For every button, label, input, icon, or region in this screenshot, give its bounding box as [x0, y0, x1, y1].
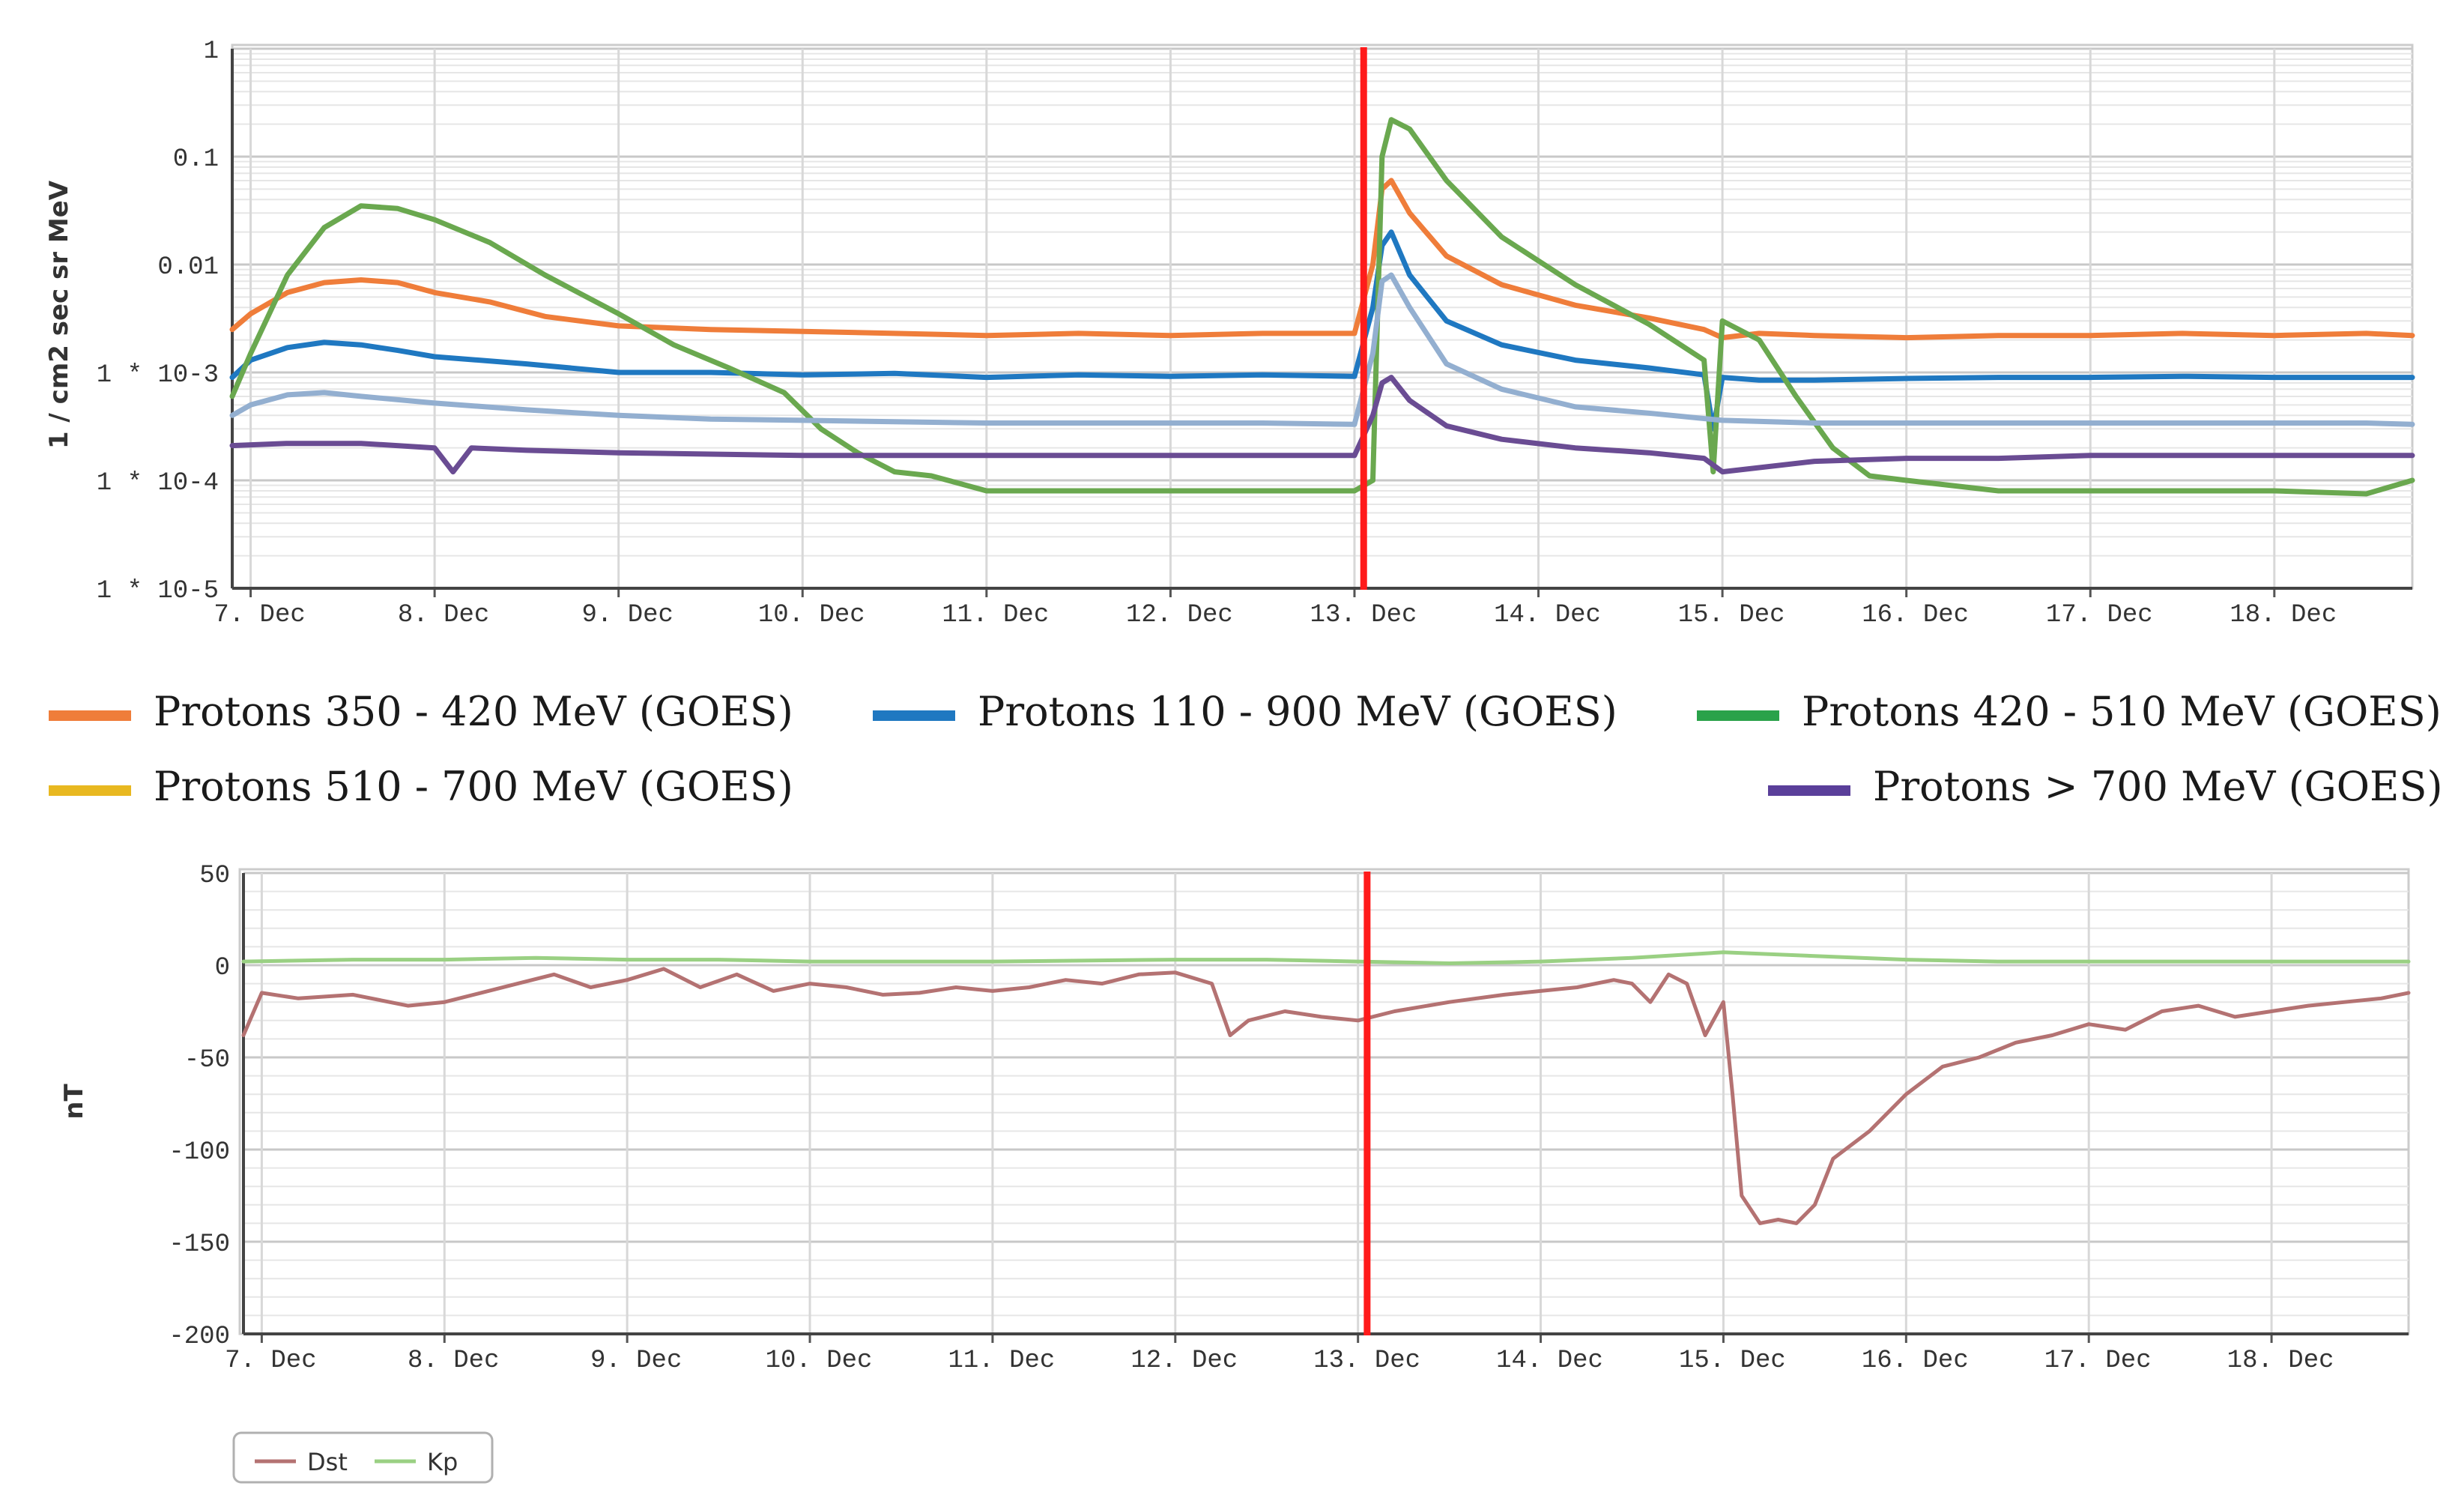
- x-tick-label: 15. Dec: [1679, 1347, 1786, 1375]
- bottom-grid: [242, 872, 2409, 1343]
- y-tick-label: 0: [215, 954, 230, 982]
- x-tick-label: 11. Dec: [948, 1347, 1056, 1375]
- x-tick-label: 11. Dec: [942, 601, 1049, 629]
- x-tick-label: 13. Dec: [1313, 1347, 1420, 1375]
- legend-label: Kp: [427, 1448, 458, 1476]
- legend-swatch: [49, 785, 131, 796]
- x-tick-label: 10. Dec: [766, 1347, 873, 1375]
- x-tick-label: 17. Dec: [2044, 1347, 2152, 1375]
- legend-label: Protons > 700 MeV (GOES): [1873, 763, 2443, 810]
- x-tick-label: 8. Dec: [408, 1347, 499, 1375]
- series-line-protons-510-700-mev-goes: [229, 272, 2415, 427]
- bottom-x-ticks: 7. Dec 8. Dec 9. Dec 10. Dec 11. Dec 12. Dec 1…: [225, 1347, 2334, 1375]
- y-tick-label: 1 * 10-5: [97, 577, 219, 605]
- dst-kp-chart: 50 0 -50 -100 -150 -200 7. Dec 8. Dec 9. Dec 10.…: [59, 862, 2411, 1375]
- y-tick-label: 1 * 10-4: [97, 469, 219, 498]
- bottom-y-axis-label: nT: [59, 1083, 89, 1119]
- y-tick-label: -200: [169, 1323, 230, 1351]
- x-tick-label: 9. Dec: [581, 601, 673, 629]
- legend-label: Protons 510 - 700 MeV (GOES): [154, 763, 793, 810]
- x-tick-label: 12. Dec: [1130, 1347, 1238, 1375]
- y-tick-label: -150: [169, 1230, 230, 1259]
- y-tick-label: 0.01: [157, 253, 219, 282]
- y-tick-label: 1 * 10-3: [97, 361, 219, 390]
- y-tick-label: 50: [199, 862, 230, 890]
- x-tick-label: 7. Dec: [225, 1347, 316, 1375]
- legend-label: Protons 350 - 420 MeV (GOES): [154, 688, 793, 735]
- top-y-axis-label: 1 / cm2 sec sr MeV: [44, 180, 74, 449]
- x-tick-label: 15. Dec: [1678, 601, 1785, 629]
- top-series: [229, 117, 2415, 497]
- series-line-dst: [241, 967, 2411, 1225]
- series-line-protons-350-420-mev-goes: [229, 178, 2415, 341]
- legend-label: Dst: [307, 1448, 348, 1476]
- x-tick-label: 16. Dec: [1862, 1347, 1969, 1375]
- bottom-legend[interactable]: Dst Kp: [232, 1431, 494, 1484]
- x-tick-label: 14. Dec: [1496, 1347, 1603, 1375]
- y-tick-label: 0.1: [173, 145, 219, 174]
- bottom-plot-background: [238, 868, 2410, 1335]
- y-tick-label: -100: [169, 1138, 230, 1167]
- x-tick-label: 13. Dec: [1310, 601, 1417, 629]
- x-tick-label: 10. Dec: [758, 601, 865, 629]
- legend-box: [232, 1431, 494, 1484]
- bottom-series: [241, 950, 2411, 1225]
- legend-swatch: [49, 710, 131, 721]
- bottom-y-ticks: 50 0 -50 -100 -150 -200: [169, 862, 230, 1351]
- legend-swatch: [1768, 785, 1850, 796]
- top-legend: Protons 350 - 420 MeV (GOES) Protons 110 …: [49, 688, 2443, 810]
- y-tick-label: -50: [184, 1046, 230, 1075]
- x-tick-label: 18. Dec: [2227, 1347, 2334, 1375]
- x-tick-label: 12. Dec: [1126, 601, 1233, 629]
- x-tick-label: 16. Dec: [1862, 601, 1969, 629]
- legend-label: Protons 420 - 510 MeV (GOES): [1802, 688, 2442, 735]
- legend-label: Protons 110 - 900 MeV (GOES): [978, 688, 1617, 735]
- top-x-ticks: 7. Dec 8. Dec 9. Dec 10. Dec 11. Dec 12. Dec 1…: [214, 601, 2337, 629]
- proton-flux-chart: 1 0.1 0.01 1 * 10-3 1 * 10-4 1 * 10-5 7. Dec 8…: [44, 37, 2415, 629]
- x-tick-label: 14. Dec: [1494, 601, 1601, 629]
- x-tick-label: 18. Dec: [2230, 601, 2337, 629]
- series-line-kp: [241, 950, 2411, 965]
- x-tick-label: 17. Dec: [2046, 601, 2153, 629]
- y-tick-label: 1: [204, 37, 219, 66]
- series-line-protons-700-mev-goes: [229, 375, 2415, 475]
- legend-swatch: [873, 710, 955, 721]
- x-tick-label: 7. Dec: [214, 601, 305, 629]
- legend-swatch: [1697, 710, 1779, 721]
- top-y-ticks: 1 0.1 0.01 1 * 10-3 1 * 10-4 1 * 10-5: [97, 37, 219, 605]
- x-tick-label: 8. Dec: [398, 601, 489, 629]
- x-tick-label: 9. Dec: [590, 1347, 682, 1375]
